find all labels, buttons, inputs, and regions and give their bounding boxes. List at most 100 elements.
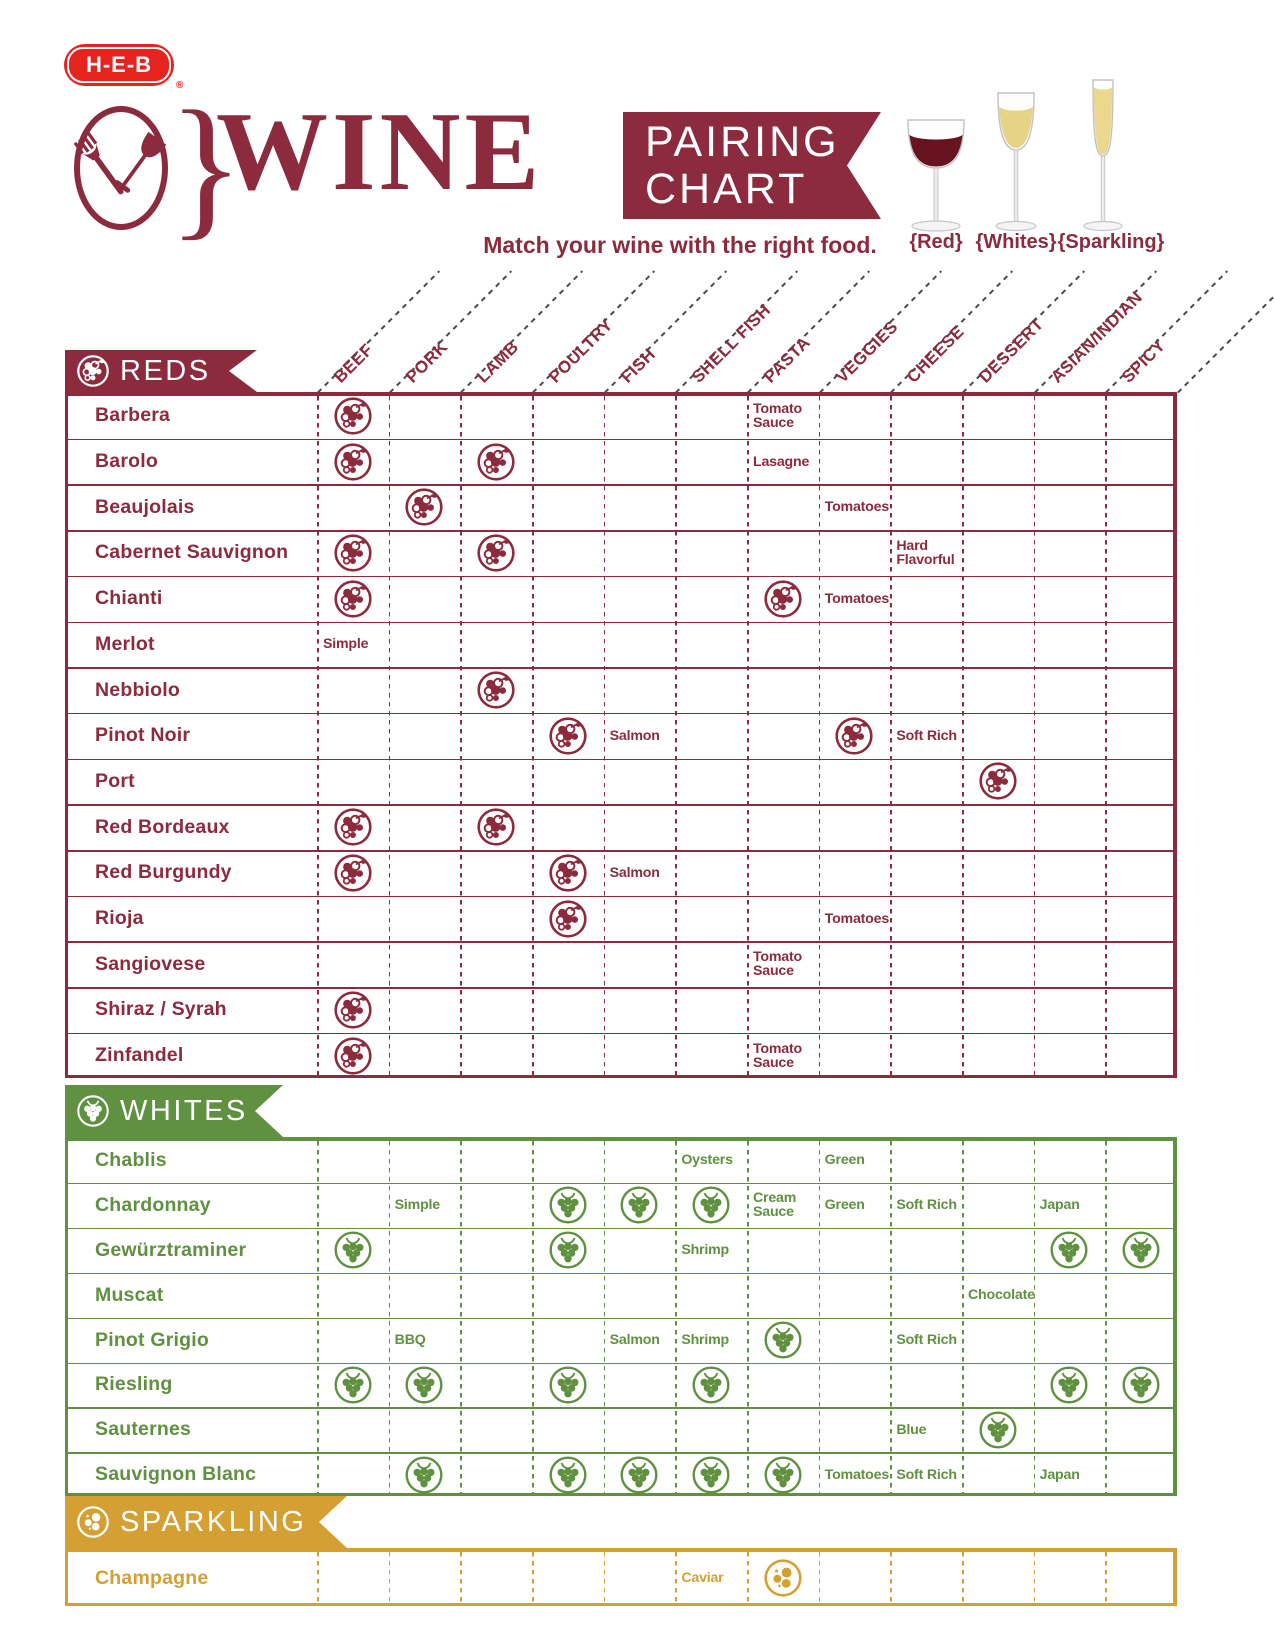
- pairing-cell-riesling-pork: [389, 1363, 461, 1408]
- red-grape-icon: [548, 899, 588, 939]
- row-divider: [68, 1317, 1173, 1320]
- pairing-text-line: Caviar: [681, 1570, 724, 1586]
- column-header-pasta: PASTA: [760, 332, 814, 387]
- pairing-cell-sauternes-cheese: Blue: [890, 1407, 962, 1452]
- column-divider-dashed: [317, 1141, 319, 1494]
- pairing-cell-pinot-grigio-pork: BBQ: [389, 1318, 461, 1363]
- pairing-cell-chardonnay-fish: [604, 1183, 676, 1228]
- section-bubbles-icon: [76, 1505, 110, 1539]
- pairing-cell-gew-rztraminer-spicy: [1105, 1228, 1177, 1273]
- pairing-text-line: Japan: [1039, 1466, 1080, 1483]
- tagline: Match your wine with the right food.: [483, 232, 877, 258]
- column-divider-dashed: [890, 396, 892, 1075]
- glass-label-whites: {Whites}: [975, 231, 1057, 253]
- pairing-cell-shiraz-syrah-beef: [317, 987, 389, 1033]
- row-divider: [68, 850, 1173, 852]
- pairing-cell-chardonnay-cheese: Soft Rich: [890, 1183, 962, 1228]
- red-grape-icon: [548, 716, 588, 756]
- white-grape-icon: [978, 1410, 1018, 1450]
- wine-name-sangiovese: Sangiovese: [95, 952, 206, 975]
- row-divider: [68, 1407, 1173, 1409]
- registered-mark: ®: [176, 80, 184, 91]
- brace-glyph: }: [168, 79, 244, 254]
- column-divider-dashed: [317, 1552, 319, 1603]
- pairing-text-line: Tomato: [753, 949, 802, 966]
- wine-name-red-burgundy: Red Burgundy: [95, 861, 232, 884]
- ribbon-line-1: PAIRING: [645, 117, 840, 166]
- pairing-text-line: Tomatoes: [824, 910, 890, 927]
- glass-label-sparkling: {Sparkling}: [1057, 231, 1165, 253]
- pairing-cell-sauternes-dessert: [962, 1407, 1034, 1452]
- pairing-cell-red-bordeaux-beef: [317, 804, 389, 850]
- row-divider: [68, 621, 1173, 623]
- pairing-cell-barbera-pasta: Tomato Sauce: [747, 393, 819, 439]
- row-divider: [68, 1182, 1173, 1185]
- column-divider-dashed: [747, 396, 749, 1075]
- wine-name-sauvignon-blanc: Sauvignon Blanc: [95, 1463, 257, 1486]
- column-divider-dashed: [532, 1141, 534, 1494]
- pairing-cell-pinot-grigio-shell-fish: Shrimp: [675, 1318, 747, 1363]
- white-grape-icon: [1121, 1230, 1161, 1270]
- pairing-cell-nebbiolo-lamb: [460, 667, 532, 713]
- white-grape-icon: [548, 1365, 588, 1405]
- column-header-poultry: POULTRY: [545, 315, 617, 387]
- column-divider-dashed: [1033, 1552, 1036, 1603]
- column-divider-dashed: [532, 1552, 534, 1603]
- white-grape-icon: [548, 1185, 588, 1225]
- pairing-text-line: Green: [824, 1197, 865, 1214]
- pairing-text-line: Soft Rich: [896, 1332, 957, 1349]
- column-header-lamb: LAMB: [473, 337, 523, 387]
- row-divider: [68, 941, 1173, 943]
- pairing-cell-riesling-shell-fish: [675, 1363, 747, 1408]
- white-grape-icon: [763, 1320, 803, 1360]
- pairing-text-line: Blue: [896, 1421, 927, 1438]
- column-divider-dashed: [532, 396, 534, 1075]
- wine-name-sauternes: Sauternes: [95, 1418, 192, 1441]
- row-divider: [68, 575, 1173, 578]
- white-grape-icon: [691, 1185, 731, 1225]
- pairing-table-reds: Barbera Tomato Sauce Barolo Lasagne Beaujolai…: [65, 392, 1177, 1078]
- pairing-cell-red-bordeaux-lamb: [460, 804, 532, 850]
- pairing-cell-chardonnay-pork: Simple: [389, 1183, 461, 1228]
- wine-name-red-bordeaux: Red Bordeaux: [95, 815, 230, 838]
- column-divider-dashed: [890, 1552, 892, 1603]
- column-divider-dashed: [890, 1141, 892, 1494]
- column-divider-dashed: [388, 1552, 391, 1603]
- pairing-cell-red-burgundy-beef: [317, 850, 389, 896]
- white-grape-icon: [548, 1455, 588, 1495]
- pairing-text-line: Simple: [394, 1197, 441, 1214]
- pairing-text-line: Salmon: [609, 1332, 660, 1349]
- section-banner-whites: WHITES: [65, 1085, 283, 1137]
- pairing-cell-cabernet-sauvignon-cheese: Hard Flavorful: [890, 530, 962, 576]
- red-grape-icon: [333, 807, 373, 847]
- pairing-text-line: Soft Rich: [896, 1466, 957, 1483]
- bubbles-icon: [763, 1558, 803, 1598]
- pairing-cell-sauvignon-blanc-veggies: Tomatoes: [819, 1452, 891, 1497]
- pairing-text-line: Sauce: [753, 414, 794, 431]
- column-divider-dashed: [1033, 396, 1036, 1075]
- row-divider: [68, 484, 1173, 486]
- pairing-cell-barolo-pasta: Lasagne: [747, 439, 819, 485]
- red-grape-icon: [333, 533, 373, 573]
- ribbon-line-2: CHART: [645, 164, 808, 213]
- white-grape-icon: [691, 1455, 731, 1495]
- white-grape-icon: [619, 1185, 659, 1225]
- pairing-cell-gew-rztraminer-asian-indian: [1034, 1228, 1106, 1273]
- white-grape-icon: [1049, 1365, 1089, 1405]
- red-grape-icon: [763, 579, 803, 619]
- column-divider-dashed: [962, 1141, 964, 1494]
- column-divider-dashed: [962, 1552, 964, 1603]
- pairing-cell-champagne-pasta: [747, 1549, 819, 1607]
- pairing-cell-pinot-grigio-fish: Salmon: [604, 1318, 676, 1363]
- pairing-text-line: Shrimp: [681, 1242, 730, 1259]
- red-grape-icon: [476, 442, 516, 482]
- pairing-cell-barbera-beef: [317, 393, 389, 439]
- section-title-whites: WHITES: [120, 1094, 248, 1127]
- wine-name-barbera: Barbera: [95, 404, 171, 427]
- column-divider-dashed: [675, 396, 677, 1075]
- column-divider-dashed: [388, 1141, 391, 1494]
- pairing-cell-red-burgundy-fish: Salmon: [604, 850, 676, 896]
- pairing-cell-sauvignon-blanc-fish: [604, 1452, 676, 1497]
- red-grape-icon: [834, 716, 874, 756]
- pairing-cell-sauvignon-blanc-cheese: Soft Rich: [890, 1452, 962, 1497]
